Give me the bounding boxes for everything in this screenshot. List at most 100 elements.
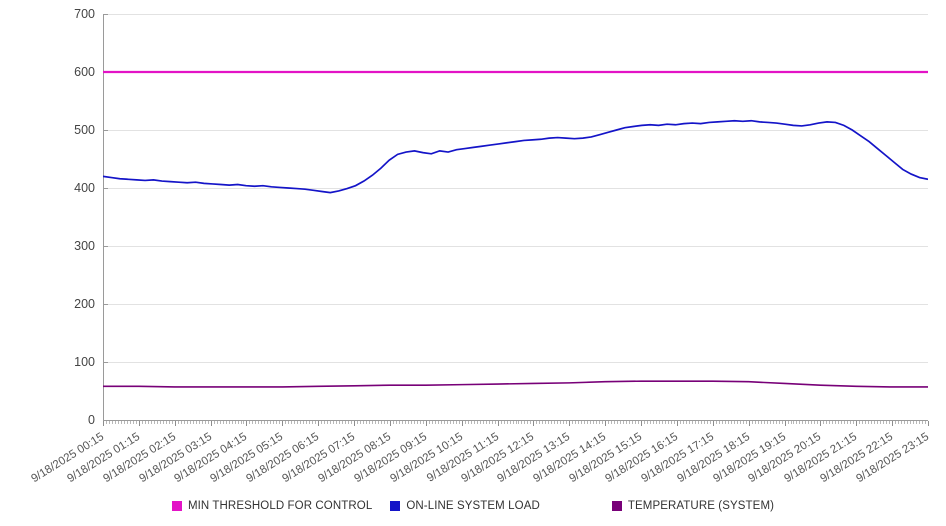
- x-minor-tick: [805, 421, 807, 424]
- x-minor-tick: [647, 421, 649, 424]
- x-minor-tick: [673, 421, 675, 424]
- y-tick-mark-700: [103, 14, 108, 15]
- x-minor-tick: [778, 421, 780, 424]
- legend-item-on-line-system-load[interactable]: ON-LINE SYSTEM LOAD: [390, 500, 540, 512]
- x-minor-tick: [276, 421, 278, 424]
- x-minor-tick: [808, 421, 810, 424]
- y-tick-mark-400: [103, 188, 108, 189]
- x-minor-tick: [557, 421, 559, 424]
- x-minor-tick: [898, 421, 900, 424]
- x-minor-tick: [372, 421, 374, 424]
- x-minor-tick: [685, 421, 687, 424]
- x-minor-tick: [754, 421, 756, 424]
- x-minor-tick: [422, 421, 424, 424]
- x-minor-tick: [366, 421, 368, 424]
- x-major-tick: [389, 421, 391, 426]
- x-minor-tick: [392, 421, 394, 424]
- x-minor-tick: [171, 421, 173, 424]
- x-minor-tick: [913, 421, 915, 424]
- x-minor-tick: [551, 421, 553, 424]
- x-major-tick: [856, 421, 858, 426]
- x-minor-tick: [395, 421, 397, 424]
- x-major-tick: [533, 421, 535, 426]
- x-major-tick: [892, 421, 894, 426]
- x-minor-tick: [482, 421, 484, 424]
- x-minor-tick: [518, 421, 520, 424]
- x-major-tick: [497, 421, 499, 426]
- x-minor-tick: [635, 421, 637, 424]
- x-minor-tick: [655, 421, 657, 424]
- x-minor-tick: [279, 421, 281, 424]
- x-minor-tick: [611, 421, 613, 424]
- x-minor-tick: [189, 421, 191, 424]
- x-minor-tick: [333, 421, 335, 424]
- x-minor-tick: [315, 421, 317, 424]
- x-minor-tick: [787, 421, 789, 424]
- x-minor-tick: [434, 421, 436, 424]
- x-minor-tick: [500, 421, 502, 424]
- x-minor-tick: [650, 421, 651, 424]
- x-minor-tick: [129, 421, 131, 424]
- x-minor-tick: [258, 421, 260, 424]
- x-minor-tick: [123, 421, 125, 424]
- x-minor-tick: [886, 421, 888, 424]
- x-minor-tick: [249, 421, 251, 424]
- x-minor-tick: [273, 421, 275, 424]
- x-minor-tick: [925, 421, 926, 424]
- x-minor-tick: [760, 421, 762, 424]
- x-major-tick: [641, 421, 643, 426]
- legend-swatch-purple-icon: [611, 501, 622, 511]
- gridline-300: [103, 246, 928, 247]
- x-minor-tick: [832, 421, 834, 424]
- x-minor-tick: [593, 421, 595, 424]
- x-minor-tick: [363, 421, 365, 424]
- x-minor-tick: [186, 421, 188, 424]
- y-tick-200: 200: [74, 297, 95, 311]
- x-minor-tick: [243, 421, 245, 424]
- x-minor-tick: [378, 421, 379, 424]
- y-tick-0: 0: [88, 413, 95, 427]
- x-minor-tick: [360, 421, 362, 424]
- x-minor-tick: [536, 421, 538, 424]
- x-major-tick: [318, 421, 320, 426]
- x-minor-tick: [213, 421, 215, 424]
- x-minor-tick: [473, 421, 475, 424]
- x-minor-tick: [446, 421, 448, 424]
- x-minor-tick: [775, 421, 777, 424]
- x-minor-tick: [802, 421, 804, 424]
- x-minor-tick: [401, 421, 403, 424]
- x-minor-tick: [162, 421, 164, 424]
- x-minor-tick: [458, 421, 460, 424]
- x-minor-tick: [120, 421, 122, 424]
- x-minor-tick: [799, 421, 801, 424]
- x-minor-tick: [542, 421, 544, 424]
- x-minor-tick: [868, 421, 870, 424]
- x-minor-tick: [880, 421, 882, 424]
- x-minor-tick: [706, 421, 708, 424]
- x-minor-tick: [300, 421, 302, 424]
- legend-item-temperature-system[interactable]: TEMPERATURE (SYSTEM): [611, 500, 774, 512]
- x-minor-tick: [838, 421, 840, 424]
- chart-legend: MIN THRESHOLD FOR CONTROL ON-LINE SYSTEM…: [0, 496, 946, 516]
- x-minor-tick: [721, 421, 723, 424]
- x-minor-tick: [629, 421, 631, 424]
- x-minor-tick: [718, 421, 720, 424]
- legend-label-on-line-system-load: ON-LINE SYSTEM LOAD: [406, 500, 540, 512]
- x-minor-tick: [623, 421, 625, 424]
- legend-item-min-threshold-for-control[interactable]: MIN THRESHOLD FOR CONTROL: [171, 500, 372, 512]
- x-major-tick: [569, 421, 571, 426]
- x-minor-tick: [871, 421, 873, 424]
- x-minor-tick: [428, 421, 430, 424]
- x-minor-tick: [584, 421, 586, 424]
- x-minor-tick: [135, 421, 137, 424]
- x-minor-tick: [431, 421, 433, 424]
- x-minor-tick: [404, 421, 406, 424]
- x-minor-tick: [183, 421, 185, 424]
- x-minor-tick: [234, 421, 236, 424]
- x-minor-tick: [847, 421, 849, 424]
- x-minor-tick: [204, 421, 206, 424]
- x-major-tick: [282, 421, 284, 426]
- x-minor-tick: [111, 421, 113, 424]
- x-minor-tick: [237, 421, 239, 424]
- x-minor-tick: [751, 421, 753, 424]
